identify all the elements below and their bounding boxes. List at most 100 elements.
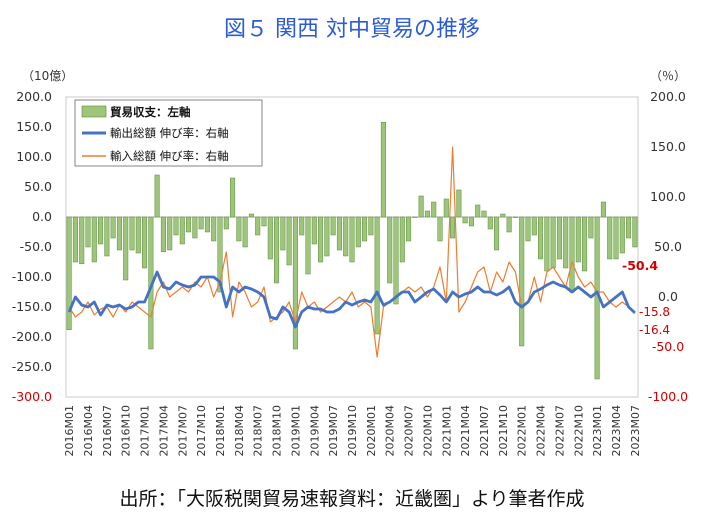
- right-tick-label: -50.0: [652, 339, 684, 354]
- x-tick-label: 2017M01: [139, 405, 152, 456]
- balance-bar: [563, 216, 569, 269]
- balance-bar: [91, 216, 97, 263]
- right-tick-label: 150.0: [650, 139, 686, 154]
- balance-bar: [173, 216, 179, 236]
- left-tick-label: -50.0: [20, 239, 52, 254]
- balance-bar: [487, 216, 493, 230]
- balance-bar: [462, 216, 468, 224]
- x-tick-label: 2020M07: [403, 405, 416, 456]
- balance-bar: [613, 216, 619, 260]
- left-tick-label: 200.0: [16, 89, 52, 104]
- left-tick-label: 100.0: [16, 149, 52, 164]
- x-tick-label: 2021M04: [459, 405, 472, 456]
- balance-bar: [600, 201, 606, 218]
- x-tick-label: 2019M04: [308, 405, 321, 456]
- balance-bar: [500, 213, 506, 218]
- balance-bar: [324, 216, 330, 257]
- left-tick-label: -250.0: [12, 359, 52, 374]
- x-tick-label: 2022M04: [535, 405, 548, 456]
- balance-bar: [116, 216, 122, 251]
- x-tick-label: 2023M04: [610, 405, 623, 456]
- right-tick-label: 200.0: [650, 89, 686, 104]
- x-tick-label: 2016M07: [101, 405, 114, 456]
- balance-bar: [431, 201, 437, 218]
- balance-bar: [450, 216, 456, 239]
- balance-bar: [154, 174, 160, 218]
- x-tick-label: 2018M04: [233, 405, 246, 456]
- x-tick-label: 2019M10: [346, 405, 359, 456]
- balance-bar: [129, 216, 135, 251]
- right-axis-ticks: 200.0 150.0 100.0 50.0 0.0 -50.0 -100.0: [648, 89, 688, 404]
- balance-bar: [399, 216, 405, 263]
- balance-bar: [217, 216, 223, 293]
- x-tick-label: 2022M07: [553, 405, 566, 456]
- balance-bar: [362, 216, 368, 242]
- annotation-export-latest: -15.8: [639, 305, 670, 319]
- legend-label-balance: 貿易収支：左軸: [110, 105, 191, 119]
- x-tick-label: 2019M01: [289, 405, 302, 456]
- line-series: [67, 146, 636, 358]
- balance-bar: [393, 216, 399, 305]
- balance-bar: [142, 216, 148, 269]
- balance-bar: [198, 216, 204, 230]
- balance-bar: [299, 216, 305, 236]
- balance-bar: [192, 216, 198, 239]
- balance-bar: [274, 216, 280, 284]
- x-tick-label: 2018M01: [214, 405, 227, 456]
- balance-bar: [424, 210, 430, 218]
- left-axis-unit: （10億）: [22, 69, 73, 83]
- balance-bar: [531, 216, 537, 236]
- x-tick-label: 2022M01: [516, 405, 529, 456]
- balance-bar: [292, 216, 298, 350]
- balance-bar: [550, 216, 556, 269]
- x-axis-ticks: 2016M01 2016M04 2016M07 2016M10 2017M01 2017M…: [63, 405, 642, 456]
- balance-bar: [632, 216, 638, 248]
- x-tick-label: 2019M07: [327, 405, 340, 456]
- x-tick-label: 2016M04: [82, 405, 95, 456]
- balance-bar: [318, 216, 324, 263]
- plot-area-frame: [65, 96, 639, 398]
- balance-bar: [569, 216, 575, 293]
- balance-bar: [110, 216, 116, 239]
- x-tick-label: 2023M01: [591, 405, 604, 456]
- balance-bar: [248, 213, 254, 218]
- balance-bar: [368, 216, 374, 236]
- x-tick-label: 2020M10: [421, 405, 434, 456]
- balance-bar: [538, 216, 544, 260]
- legend-swatch-balance: [81, 105, 107, 118]
- balance-bar: [160, 216, 166, 253]
- balance-bar: [468, 216, 474, 227]
- legend-label-import: 輸入総額 伸び率：右軸: [110, 149, 229, 163]
- balance-bar: [167, 216, 173, 251]
- x-tick-label: 2018M10: [271, 405, 284, 456]
- x-tick-label: 2018M07: [252, 405, 265, 456]
- left-tick-label: -150.0: [12, 299, 52, 314]
- balance-bar: [330, 216, 336, 236]
- balance-bar: [355, 216, 361, 248]
- balance-bar: [343, 216, 349, 257]
- x-tick-label: 2017M04: [157, 405, 170, 456]
- balance-bar: [311, 216, 317, 245]
- x-tick-label: 2017M10: [195, 405, 208, 456]
- balance-bar: [575, 216, 581, 263]
- x-tick-label: 2023M07: [629, 405, 642, 456]
- balance-bar: [380, 121, 386, 218]
- balance-bar: [349, 216, 355, 263]
- right-tick-label: 0.0: [658, 289, 678, 304]
- balance-bar: [72, 216, 78, 263]
- balance-bar: [255, 216, 261, 236]
- x-tick-label: 2022M10: [572, 405, 585, 456]
- balance-bar: [336, 216, 342, 251]
- chart-title: 図５ 関西 対中貿易の推移: [224, 17, 480, 42]
- balance-bar: [412, 216, 418, 218]
- import-growth-line: [68, 146, 636, 358]
- left-tick-label: 0.0: [32, 209, 52, 224]
- left-tick-label: 50.0: [24, 179, 52, 194]
- balance-bar: [79, 216, 85, 265]
- source-note: 出所：「大阪税関貿易速報資料：近畿圏」より筆者作成: [119, 488, 585, 510]
- balance-bar: [179, 216, 185, 245]
- right-tick-label: -100.0: [648, 389, 688, 404]
- balance-bar: [494, 216, 500, 251]
- balance-bar: [544, 216, 550, 272]
